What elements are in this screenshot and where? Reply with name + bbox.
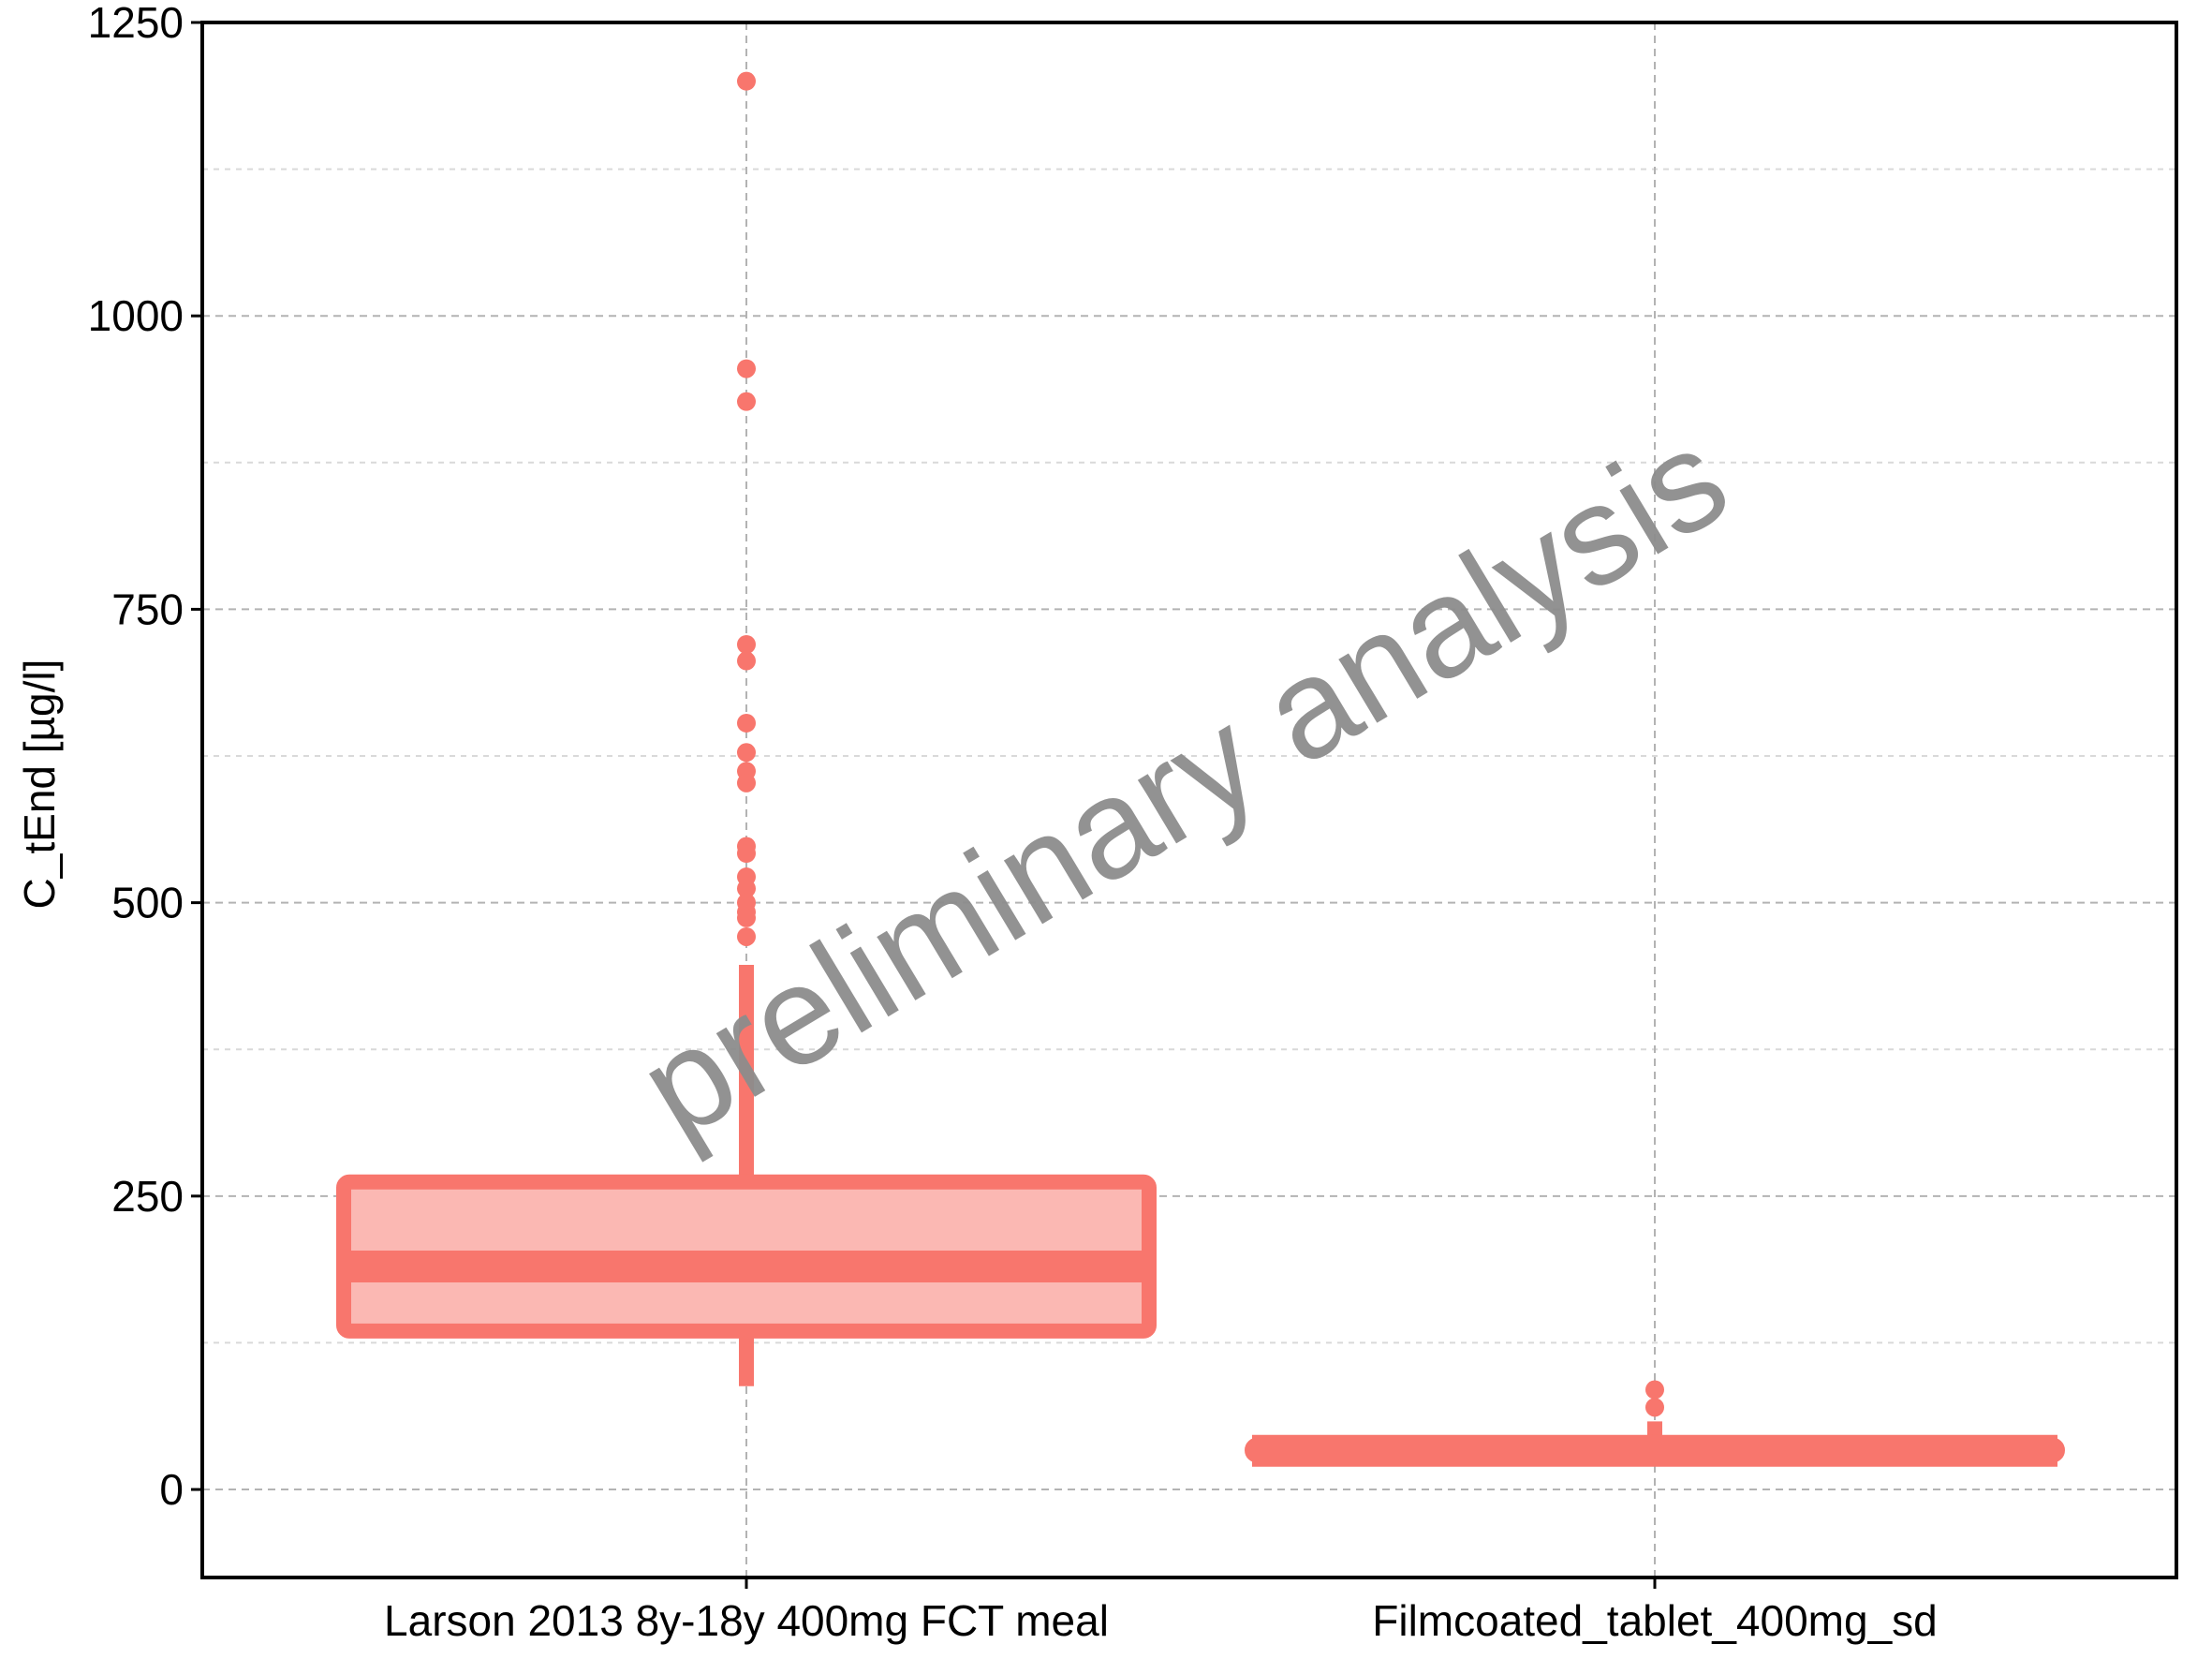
x-tick-label: Filmcoated_tablet_400mg_sd xyxy=(1372,1596,1937,1645)
outlier-point xyxy=(1645,1380,1664,1400)
outlier-point xyxy=(737,844,756,864)
x-tick-label: Larson 2013 8y-18y 400mg FCT meal xyxy=(384,1596,1109,1645)
outlier-point xyxy=(737,71,756,91)
outlier-point xyxy=(737,635,756,654)
y-axis-title: C_tEnd [µg/l] xyxy=(15,659,64,910)
outlier-point xyxy=(1645,1398,1664,1417)
y-tick-label: 0 xyxy=(159,1465,184,1514)
watermark-text: preliminary analysis xyxy=(613,397,1752,1167)
y-tick-label: 250 xyxy=(111,1172,184,1221)
box-layer xyxy=(336,965,2065,1467)
plot-frame xyxy=(200,21,2178,1579)
outlier-layer xyxy=(737,71,1664,1417)
watermark-layer: preliminary analysis xyxy=(613,397,1752,1167)
axis-layer: 0 250 500 750 1000 1250 Larson 2013 8y-18y 400… xyxy=(88,0,1938,1645)
outlier-point xyxy=(737,879,756,898)
y-tick-label: 750 xyxy=(111,585,184,633)
outlier-point xyxy=(737,392,756,411)
y-tick-label: 500 xyxy=(111,879,184,927)
outlier-point xyxy=(737,773,756,792)
y-tick-label: 1250 xyxy=(88,0,184,47)
outlier-point xyxy=(737,926,756,946)
outlier-point xyxy=(737,651,756,671)
outlier-point xyxy=(737,908,756,927)
y-tick-label: 1000 xyxy=(88,291,184,340)
outlier-point xyxy=(737,743,756,763)
outlier-point xyxy=(737,359,756,378)
outlier-point xyxy=(737,713,756,733)
